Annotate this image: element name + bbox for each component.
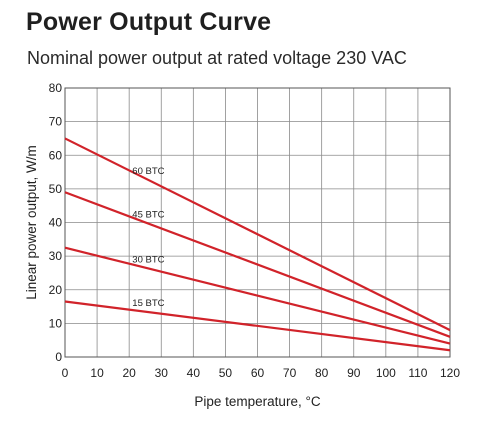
chart-subtitle: Nominal power output at rated voltage 23…: [27, 48, 407, 68]
series-line-15-btc: [64, 300, 451, 352]
y-tick-label: 60: [49, 148, 63, 162]
x-tick-label: 30: [155, 366, 169, 380]
series-label: 45 BTC: [132, 210, 164, 221]
y-tick-label: 10: [49, 316, 63, 330]
plot-frame: [64, 87, 451, 358]
x-axis-label: Pipe temperature, °C: [194, 394, 320, 409]
x-tick-label: 90: [347, 366, 361, 380]
series-labels: 60 BTC 45 BTC 30 BTC 15 BTC: [132, 166, 164, 309]
y-tick-label: 20: [49, 283, 63, 297]
series-label: 60 BTC: [132, 166, 164, 177]
x-tick-label: 100: [376, 366, 396, 380]
y-tick-labels: 0 10 20 30 40 50 60 70 80: [49, 81, 63, 364]
y-axis-label: Linear power output, W/m: [24, 145, 39, 300]
series-label: 15 BTC: [132, 298, 164, 309]
x-tick-label: 0: [62, 366, 69, 380]
y-tick-label: 30: [49, 249, 63, 263]
y-tick-label: 0: [55, 350, 62, 364]
series-line-30-btc: [64, 246, 451, 345]
x-tick-label: 10: [90, 366, 104, 380]
x-tick-label: 50: [219, 366, 233, 380]
y-tick-label: 40: [49, 216, 63, 230]
series-line-45-btc: [64, 191, 451, 338]
x-tick-label: 120: [440, 366, 460, 380]
grid-lines: [64, 87, 451, 358]
chart-title: Power Output Curve: [26, 8, 272, 36]
x-tick-labels: 0 10 20 30 40 50 60 70 80 90 100 110 120: [62, 366, 461, 380]
y-tick-label: 50: [49, 182, 63, 196]
x-tick-label: 110: [408, 366, 427, 380]
y-tick-label: 80: [49, 81, 63, 95]
x-tick-label: 60: [251, 366, 265, 380]
x-tick-label: 70: [283, 366, 297, 380]
x-tick-label: 20: [122, 366, 136, 380]
series-lines: [64, 137, 451, 352]
x-tick-label: 40: [187, 366, 201, 380]
x-tick-label: 80: [315, 366, 329, 380]
series-label: 30 BTC: [132, 254, 164, 265]
series-line-60-btc: [64, 137, 451, 332]
y-tick-label: 70: [49, 115, 63, 129]
